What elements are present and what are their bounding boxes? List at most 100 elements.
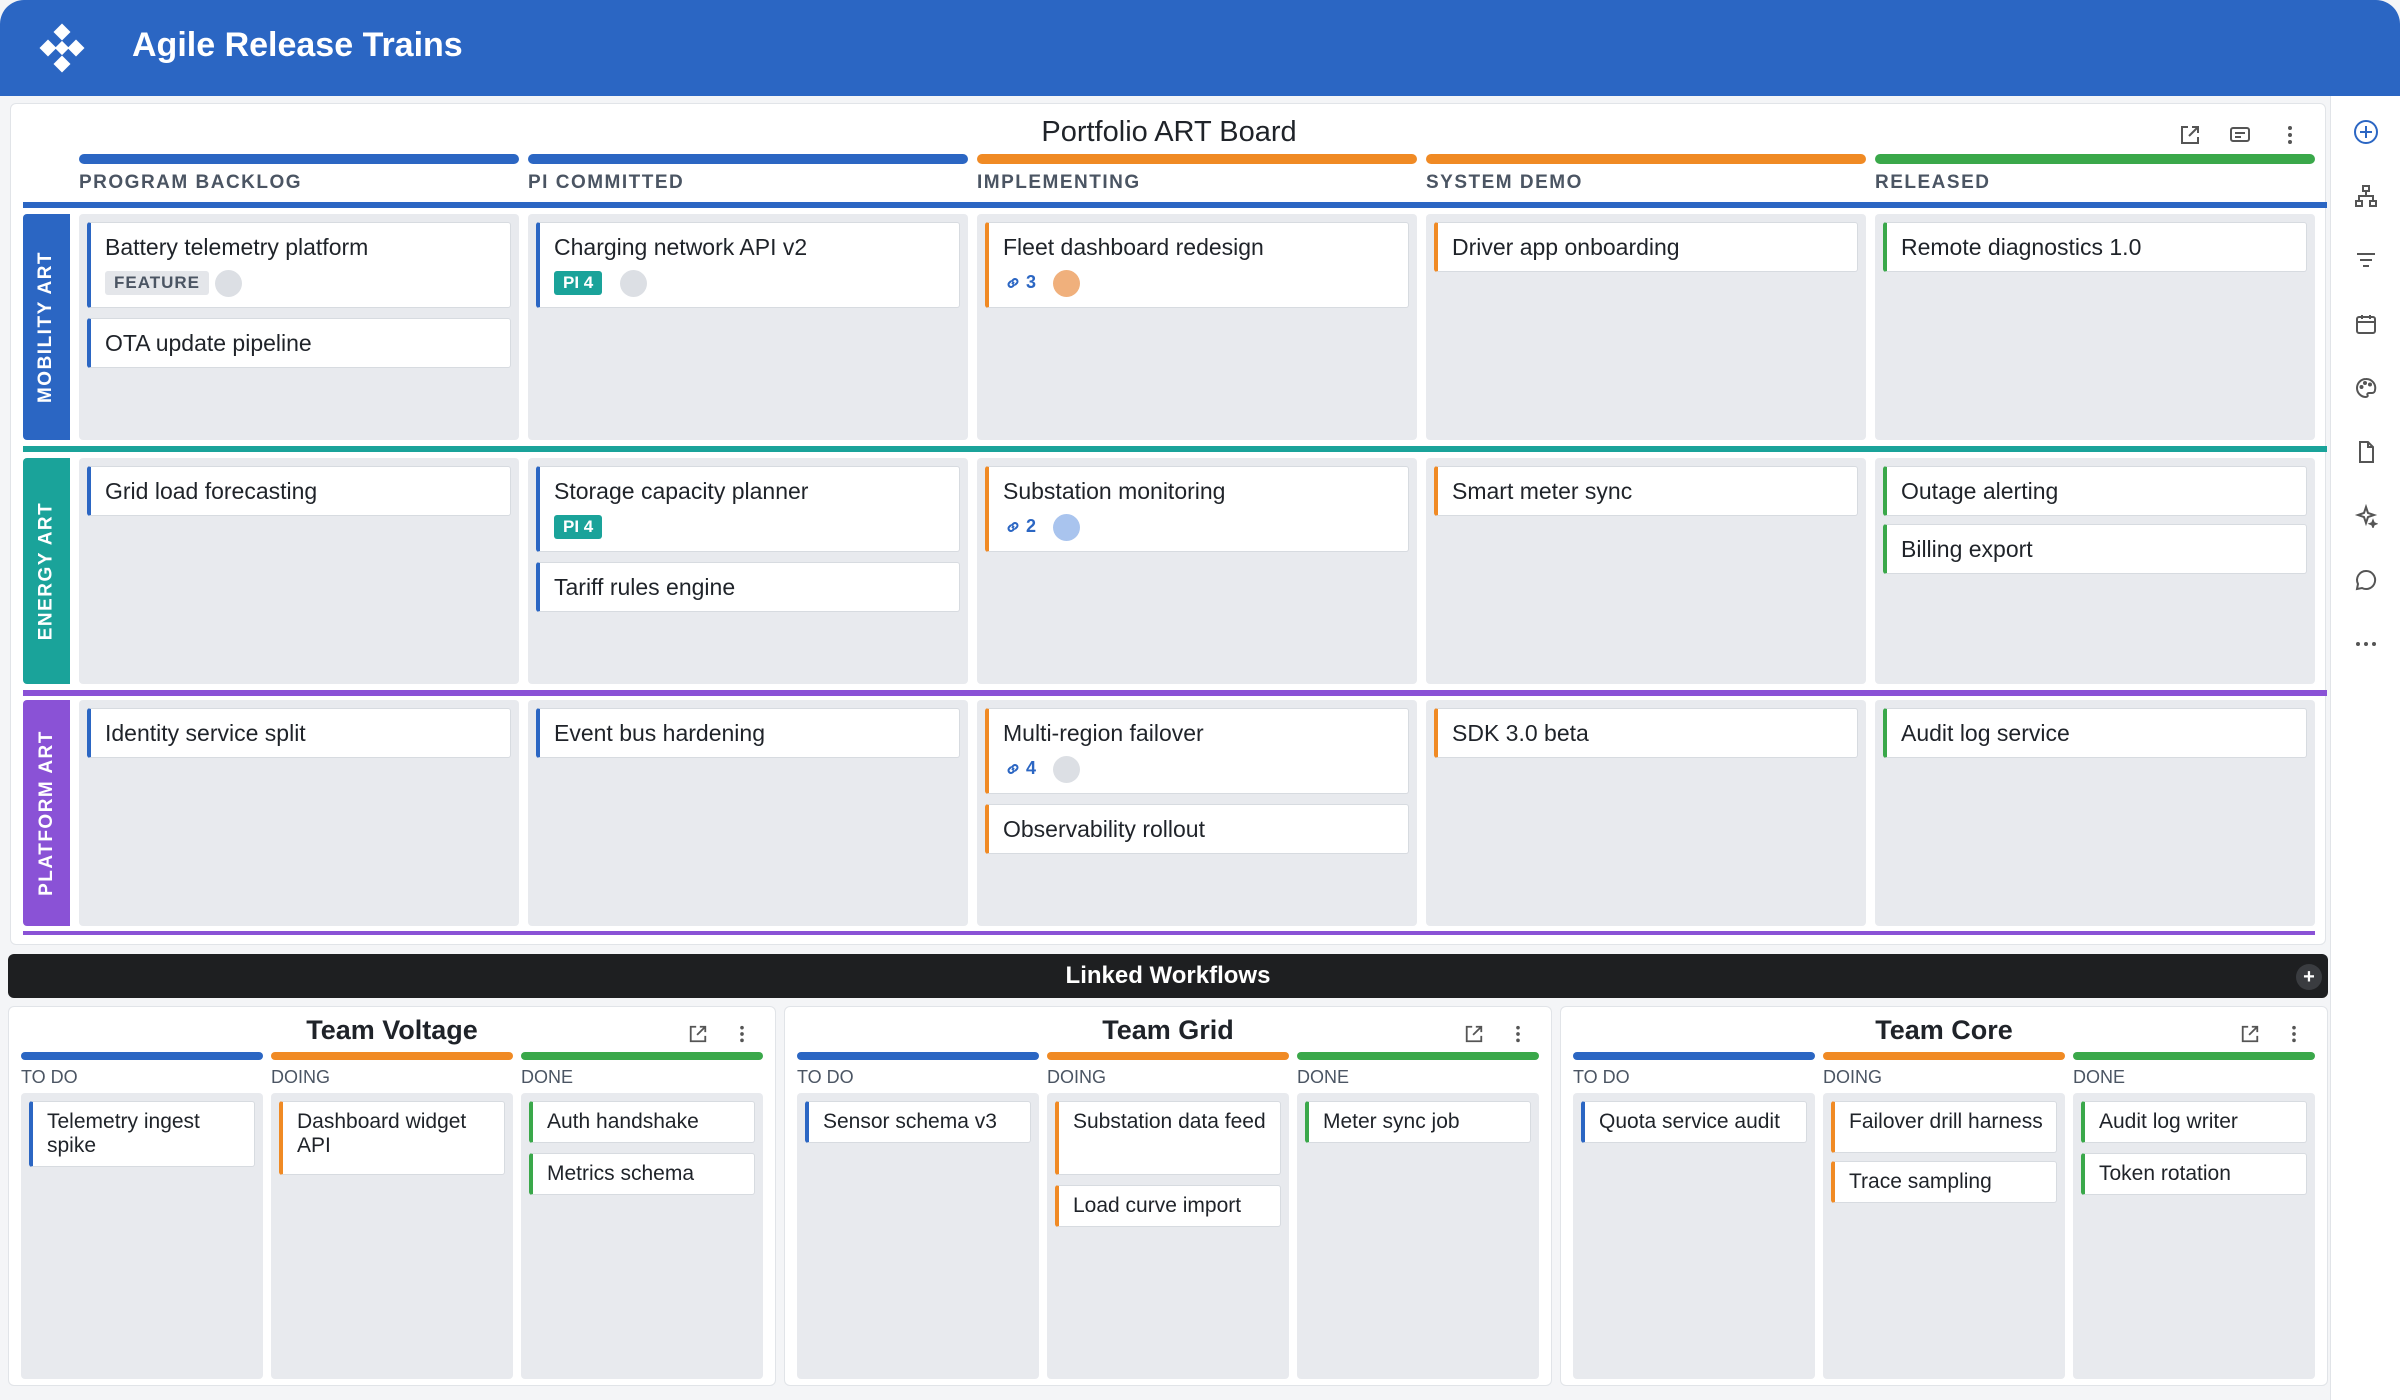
avatar (215, 270, 242, 297)
feature-card[interactable]: Battery telemetry platform FEATURE (87, 222, 511, 308)
hierarchy-icon[interactable] (2331, 176, 2400, 216)
column-header-system-demo: SYSTEM DEMO (1426, 172, 1583, 193)
task-card[interactable]: Token rotation (2081, 1153, 2307, 1195)
card-title: Quota service audit (1599, 1110, 1780, 1133)
column-header-todo: TO DO (797, 1067, 854, 1087)
avatar (1053, 756, 1080, 783)
cell-mobility-committed: Charging network API v2 PI 4 (528, 214, 968, 440)
feature-card[interactable]: Charging network API v2 PI 4 (536, 222, 960, 308)
task-card[interactable]: Dashboard widget API (279, 1101, 505, 1175)
column-bar-done (1297, 1052, 1539, 1060)
feature-card[interactable]: Tariff rules engine (536, 562, 960, 612)
card-title: Battery telemetry platform (105, 234, 369, 260)
feature-card[interactable]: Fleet dashboard redesign 3 (985, 222, 1409, 308)
more-horizontal-icon[interactable] (2331, 624, 2400, 664)
task-card[interactable]: Trace sampling (1831, 1161, 2057, 1203)
dependency-link[interactable]: 2 (1005, 516, 1036, 537)
column-todo: Telemetry ingest spike (21, 1093, 263, 1379)
cell-platform-demo: SDK 3.0 beta (1426, 700, 1866, 926)
card-title: Auth handshake (547, 1110, 699, 1133)
card-title: OTA update pipeline (105, 330, 312, 356)
cell-platform-committed: Event bus hardening (528, 700, 968, 926)
filter-icon[interactable] (2331, 240, 2400, 280)
add-workflow-button[interactable]: + (2296, 964, 2322, 990)
column-bar-implementing (977, 154, 1417, 164)
team-title: Team Grid (1102, 1015, 1234, 1045)
column-bar-done (521, 1052, 763, 1060)
dependency-link[interactable]: 3 (1005, 272, 1036, 293)
feature-card[interactable]: Identity service split (87, 708, 511, 758)
task-card[interactable]: Telemetry ingest spike (29, 1101, 255, 1167)
document-icon[interactable] (2331, 432, 2400, 472)
chat-icon[interactable] (2331, 560, 2400, 600)
dependency-link[interactable]: 4 (1005, 758, 1036, 779)
task-card[interactable]: Failover drill harness (1831, 1101, 2057, 1153)
card-title: Substation data feed (1073, 1110, 1266, 1133)
cell-mobility-released: Remote diagnostics 1.0 (1875, 214, 2315, 440)
column-bar-done (2073, 1052, 2315, 1060)
feature-tag: FEATURE (105, 271, 210, 295)
feature-card[interactable]: Smart meter sync (1434, 466, 1858, 516)
feature-card[interactable]: Remote diagnostics 1.0 (1883, 222, 2307, 272)
linked-workflows-bar: Linked Workflows + (8, 954, 2328, 998)
feature-card[interactable]: Grid load forecasting (87, 466, 511, 516)
task-card[interactable]: Load curve import (1055, 1185, 1281, 1227)
feature-card[interactable]: Substation monitoring 2 (985, 466, 1409, 552)
feature-card[interactable]: Multi-region failover 4 (985, 708, 1409, 794)
feature-card[interactable]: Driver app onboarding (1434, 222, 1858, 272)
card-title: Token rotation (2099, 1162, 2231, 1185)
link-count: 4 (1026, 758, 1037, 778)
portfolio-board: Portfolio ART Board PROGRAM BACKLOG PI C… (10, 103, 2327, 945)
lane-divider-energy (23, 446, 2327, 452)
column-bar-doing (1047, 1052, 1289, 1060)
task-card[interactable]: Sensor schema v3 (805, 1101, 1031, 1143)
lane-label-mobility-art[interactable]: MOBILITY ART (23, 214, 70, 440)
feature-card[interactable]: Billing export (1883, 524, 2307, 574)
palette-icon[interactable] (2331, 368, 2400, 408)
more-vertical-icon[interactable] (2273, 118, 2307, 152)
open-external-icon[interactable] (681, 1017, 715, 1051)
feature-card[interactable]: Audit log service (1883, 708, 2307, 758)
column-bar-pi-committed (528, 154, 968, 164)
feature-card[interactable]: Outage alerting (1883, 466, 2307, 516)
lane-label-energy-art[interactable]: ENERGY ART (23, 458, 70, 684)
task-card[interactable]: Auth handshake (529, 1101, 755, 1143)
cell-energy-demo: Smart meter sync (1426, 458, 1866, 684)
sparkle-icon[interactable] (2331, 496, 2400, 536)
open-external-icon[interactable] (2233, 1017, 2267, 1051)
task-card[interactable]: Quota service audit (1581, 1101, 1807, 1143)
column-header-todo: TO DO (1573, 1067, 1630, 1087)
more-vertical-icon[interactable] (1501, 1017, 1535, 1051)
card-title: Outage alerting (1901, 478, 2059, 504)
lane-label-platform-art[interactable]: PLATFORM ART (23, 700, 70, 926)
card-title: SDK 3.0 beta (1452, 720, 1589, 746)
team-title: Team Voltage (306, 1015, 478, 1045)
cell-energy-released: Outage alerting Billing export (1875, 458, 2315, 684)
task-card[interactable]: Meter sync job (1305, 1101, 1531, 1143)
cell-energy-committed: Storage capacity planner PI 4 Tariff rul… (528, 458, 968, 684)
feature-card[interactable]: Observability rollout (985, 804, 1409, 854)
card-title: Metrics schema (547, 1162, 695, 1185)
open-external-icon[interactable] (2173, 118, 2207, 152)
task-card[interactable]: Metrics schema (529, 1153, 755, 1195)
feature-card[interactable]: Storage capacity planner PI 4 (536, 466, 960, 552)
avatar (1053, 270, 1080, 297)
pi-tag: PI 4 (554, 271, 603, 295)
feature-card[interactable]: OTA update pipeline (87, 318, 511, 368)
avatar (1053, 514, 1080, 541)
feature-card[interactable]: SDK 3.0 beta (1434, 708, 1858, 758)
open-external-icon[interactable] (1457, 1017, 1491, 1051)
column-done: Auth handshake Metrics schema (521, 1093, 763, 1379)
card-title: Meter sync job (1323, 1110, 1460, 1133)
comment-icon[interactable] (2223, 118, 2257, 152)
add-circle-icon[interactable] (2331, 112, 2400, 152)
more-vertical-icon[interactable] (725, 1017, 759, 1051)
task-card[interactable]: Audit log writer (2081, 1101, 2307, 1143)
card-title: Event bus hardening (554, 720, 765, 746)
task-card[interactable]: Substation data feed (1055, 1101, 1281, 1175)
more-vertical-icon[interactable] (2277, 1017, 2311, 1051)
column-bar-doing (1823, 1052, 2065, 1060)
feature-card[interactable]: Event bus hardening (536, 708, 960, 758)
calendar-icon[interactable] (2331, 304, 2400, 344)
cell-energy-implementing: Substation monitoring 2 (977, 458, 1417, 684)
